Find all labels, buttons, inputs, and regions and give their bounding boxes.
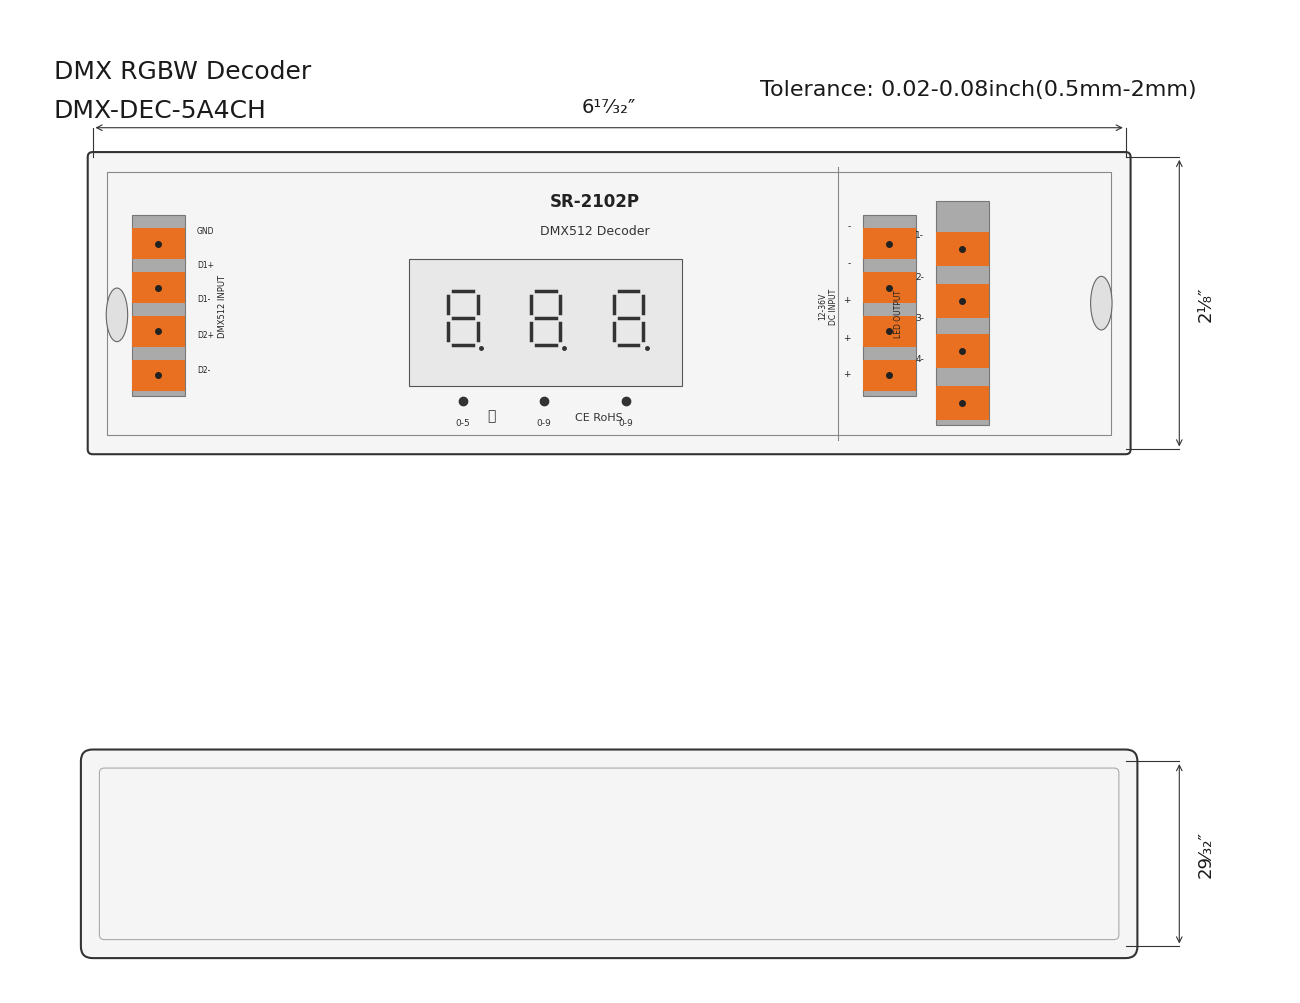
Text: 29⁄₃₂″: 29⁄₃₂″ [1197,830,1216,878]
Bar [936,202,989,425]
Text: 2-: 2- [915,273,924,282]
Text: 12-36V
DC INPUT: 12-36V DC INPUT [819,288,838,324]
Text: D1-: D1- [196,295,211,304]
Text: 3-: 3- [915,314,924,323]
Text: 0-9: 0-9 [537,418,551,427]
Bar [863,273,916,304]
Bar [131,217,185,396]
Text: +: + [844,296,852,305]
Bar [936,386,989,420]
Bar [863,217,916,396]
Bar [410,260,682,386]
Text: 2¹⁄₈″: 2¹⁄₈″ [1197,286,1216,322]
Text: Ⓤ: Ⓤ [488,408,495,422]
Text: CE RoHS: CE RoHS [575,412,623,422]
Text: 0-9: 0-9 [619,418,633,427]
Text: 6¹⁷⁄₃₂″: 6¹⁷⁄₃₂″ [582,98,636,117]
Text: GND: GND [196,227,214,236]
Text: LED OUTPUT: LED OUTPUT [894,290,904,338]
Text: D1+: D1+ [196,261,214,270]
Text: 1-: 1- [915,232,924,240]
Text: DMX512 Decoder: DMX512 Decoder [540,225,649,238]
Bar [936,233,989,267]
Bar [107,173,1112,435]
Bar [131,360,185,391]
Bar [863,360,916,391]
Text: -: - [848,222,852,231]
FancyBboxPatch shape [87,152,1131,454]
Text: 0-5: 0-5 [455,418,471,427]
Text: DMX RGBW Decoder: DMX RGBW Decoder [53,60,311,84]
Text: SR-2102P: SR-2102P [550,193,640,211]
Text: DMX512 INPUT: DMX512 INPUT [217,275,226,338]
Text: +: + [844,369,852,378]
Bar [936,285,989,318]
FancyBboxPatch shape [81,750,1137,958]
Bar [131,229,185,260]
Bar [131,273,185,304]
Text: DMX-DEC-5A4CH: DMX-DEC-5A4CH [53,99,266,123]
Text: D2-: D2- [196,365,211,374]
Bar [863,317,916,348]
Text: Tolerance: 0.02-0.08inch(0.5mm-2mm): Tolerance: 0.02-0.08inch(0.5mm-2mm) [760,80,1197,100]
Ellipse shape [107,289,127,342]
Bar [936,335,989,369]
Text: +: + [844,333,852,342]
Bar [863,229,916,260]
Ellipse shape [1091,277,1112,331]
Text: D2+: D2+ [196,331,214,339]
Text: -: - [848,259,852,268]
Bar [131,317,185,348]
Text: 4-: 4- [915,355,924,364]
